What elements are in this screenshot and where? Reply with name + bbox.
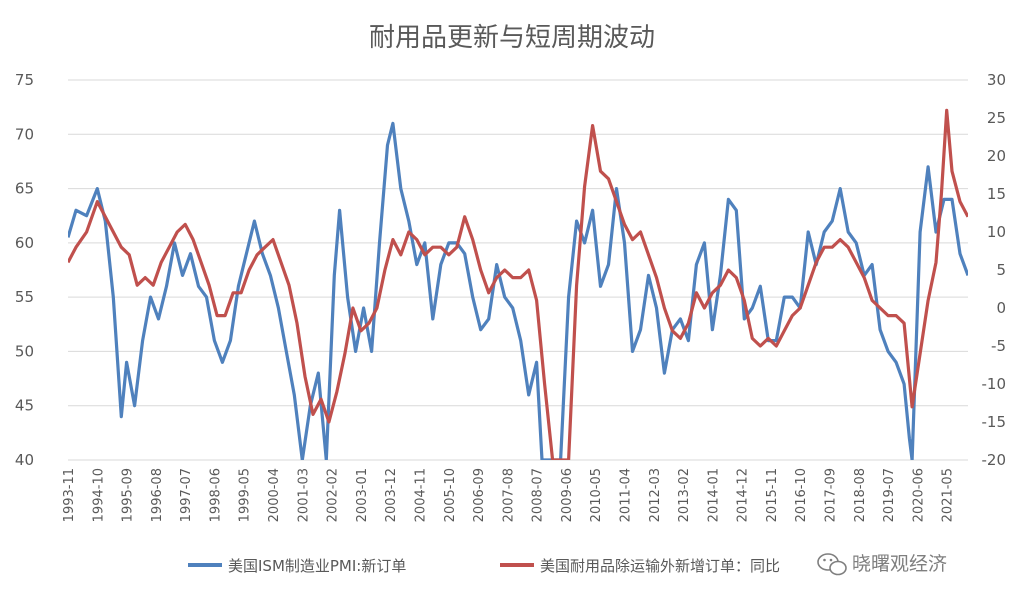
chart-title: 耐用品更新与短周期波动 [369,23,655,53]
watermark-text: 晓曙观经济 [852,553,947,575]
x-tick-label: 2003-12 [384,468,399,522]
series-line-pmi-new-orders [68,121,968,460]
y-left-tick-label: 70 [15,125,34,143]
y-right-tick-label: 0 [996,299,1006,317]
x-tick-label: 2017-09 [824,468,839,522]
x-tick-label: 2001-03 [296,468,311,522]
series-lines [68,108,968,460]
x-tick-label: 1993-11 [62,468,77,522]
x-tick-label: 1997-07 [179,468,194,522]
y-right-tick-label: 20 [987,147,1006,165]
x-tick-label: 2008-07 [531,468,546,522]
y-right-tick-label: 30 [987,71,1006,89]
x-tick-label: 2018-08 [853,468,868,522]
x-tick-label: 2010-05 [589,468,604,522]
y-right-tick-label: -5 [991,337,1006,355]
x-tick-label: 2021-05 [941,468,956,522]
x-tick-label: 2000-04 [267,468,282,522]
x-tick-label: 1994-10 [91,468,106,522]
y-left-tick-label: 45 [15,397,34,415]
y-right-tick-label: 5 [996,261,1006,279]
y-right-tick-label: -20 [982,451,1007,469]
y-left-tick-label: 55 [15,288,34,306]
y-left-tick-label: 40 [15,451,34,469]
x-tick-label: 2005-10 [443,468,458,522]
y-left-tick-label: 50 [15,342,34,360]
x-tick-label: 2020-06 [911,468,926,522]
x-tick-label: 2019-07 [882,468,897,522]
x-tick-label: 1999-05 [238,468,253,522]
x-tick-label: 2013-02 [677,468,692,522]
y-axis-right: -20 -15 -10 -5 0 5 10 15 20 25 30 [982,71,1007,469]
y-right-tick-label: 10 [987,223,1006,241]
x-tick-label: 2014-01 [706,468,721,522]
x-tick-label: 1996-08 [150,468,165,522]
watermark: 晓曙观经济 [817,553,947,576]
x-tick-label: 2012-03 [648,468,663,522]
y-axis-left: 40 45 50 55 60 65 70 75 [15,71,34,469]
x-tick-label: 1995-09 [121,468,136,522]
y-right-tick-label: -10 [982,375,1007,393]
x-tick-label: 2003-01 [355,468,370,522]
x-tick-label: 2009-06 [560,468,575,522]
y-right-tick-label: -15 [982,413,1007,431]
y-right-tick-label: 15 [987,185,1006,203]
legend: 美国ISM制造业PMI:新订单 美国耐用品除运输外新增订单：同比 [188,557,780,575]
x-tick-label: 2015-11 [765,468,780,522]
x-tick-label: 2014-12 [736,468,751,522]
x-tick-label: 2006-09 [472,468,487,522]
wechat-icon [817,553,847,576]
x-tick-label: 2011-04 [619,468,634,522]
y-right-tick-label: 25 [987,109,1006,127]
y-left-tick-label: 65 [15,180,34,198]
x-tick-label: 2002-02 [326,468,341,522]
series-line-durable-goods-orders [68,108,968,460]
x-tick-label: 2016-10 [794,468,809,522]
x-tick-label: 2007-08 [501,468,516,522]
y-left-tick-label: 75 [15,71,34,89]
x-axis: 1993-11 1994-10 1995-09 1996-08 1997-07 1998-… [62,468,956,522]
legend-label-pmi: 美国ISM制造业PMI:新订单 [228,557,406,575]
x-tick-label: 2004-11 [413,468,428,522]
legend-label-durable: 美国耐用品除运输外新增订单：同比 [540,557,780,575]
y-left-tick-label: 60 [15,234,34,252]
x-tick-label: 1998-06 [208,468,223,522]
